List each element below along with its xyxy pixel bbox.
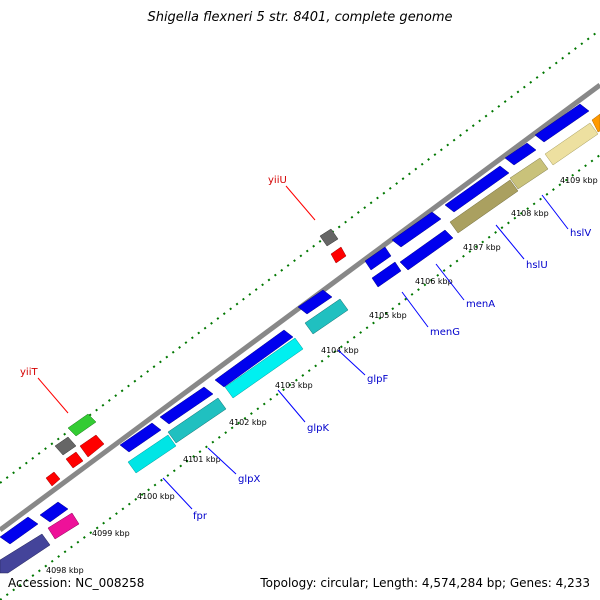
gene-label-yiiU[interactable]: yiiU — [268, 175, 287, 186]
cds-feature[interactable] — [371, 261, 402, 288]
cds-feature[interactable] — [444, 165, 510, 213]
kbp-label: 4099 kbp — [92, 529, 130, 538]
cds-feature[interactable] — [39, 501, 69, 523]
cds-feature[interactable] — [399, 229, 454, 271]
gene-label-hslU[interactable]: hslU — [526, 260, 548, 271]
kbp-label: 4105 kbp — [369, 311, 407, 320]
gene-features — [0, 103, 600, 574]
cds-feature[interactable] — [159, 386, 214, 425]
red-feature[interactable] — [45, 471, 61, 487]
hsl-feature[interactable] — [544, 122, 599, 166]
cds-feature[interactable] — [534, 103, 590, 143]
kbp-label: 4109 kbp — [560, 176, 598, 185]
gene-label-menA[interactable]: menA — [466, 299, 495, 310]
gene-label-yiiT[interactable]: yiiT — [20, 367, 38, 378]
gene-label-fpr[interactable]: fpr — [193, 511, 208, 522]
cds-feature[interactable] — [364, 246, 392, 271]
hsl-feature[interactable] — [509, 157, 549, 190]
topology-text: Topology: circular; Length: 4,574,284 bp… — [260, 576, 590, 590]
kbp-label: 4108 kbp — [511, 209, 549, 218]
glp-feature[interactable] — [304, 298, 349, 335]
cds-feature[interactable] — [119, 422, 162, 453]
gene-label-menG[interactable]: menG — [430, 327, 460, 338]
kbp-label: 4103 kbp — [275, 381, 313, 390]
outer-dotted-ring — [0, 29, 600, 484]
cds-feature[interactable] — [297, 289, 333, 315]
cds-feature[interactable] — [504, 142, 537, 166]
kbp-label: 4098 kbp — [46, 566, 84, 575]
cds-feature[interactable] — [0, 533, 51, 574]
red-feature[interactable] — [65, 451, 84, 469]
inner-dotted-ring — [0, 154, 600, 600]
green-feature[interactable] — [67, 413, 97, 437]
gene-label-glpF[interactable]: glpF — [367, 374, 388, 385]
gray-feature[interactable] — [319, 228, 339, 247]
glp-feature[interactable] — [224, 337, 304, 399]
gene-label-glpK[interactable]: glpK — [307, 423, 329, 434]
kbp-label: 4107 kbp — [463, 243, 501, 252]
orange-feature[interactable] — [591, 113, 600, 133]
accession-text: Accession: NC_008258 — [8, 576, 145, 590]
kbp-labels: 4098 kbp 4099 kbp 4100 kbp 4101 kbp 4102… — [46, 176, 598, 575]
cds-feature[interactable] — [47, 512, 80, 540]
kbp-label: 4100 kbp — [137, 492, 175, 501]
glp-feature[interactable] — [127, 434, 177, 474]
kbp-label: 4102 kbp — [229, 418, 267, 427]
kbp-label: 4104 kbp — [321, 346, 359, 355]
red-feature[interactable] — [79, 434, 105, 458]
cds-feature[interactable] — [0, 516, 39, 545]
kbp-label: 4101 kbp — [183, 455, 221, 464]
glp-feature[interactable] — [167, 397, 227, 444]
gene-labels: fpr glpX glpK glpF menG menA hslU hslV y… — [20, 175, 591, 522]
label-leaders — [162, 194, 569, 510]
cds-feature[interactable] — [391, 211, 442, 248]
map-title: Shigella flexneri 5 str. 8401, complete … — [147, 10, 453, 25]
red-label-leaders — [37, 185, 316, 414]
gray-feature[interactable] — [54, 436, 77, 456]
gene-label-hslV[interactable]: hslV — [570, 228, 591, 239]
red-feature[interactable] — [330, 246, 347, 264]
gene-label-glpX[interactable]: glpX — [238, 474, 260, 485]
hsl-feature[interactable] — [449, 179, 519, 234]
kbp-label: 4106 kbp — [415, 277, 453, 286]
cds-feature[interactable] — [214, 329, 294, 388]
